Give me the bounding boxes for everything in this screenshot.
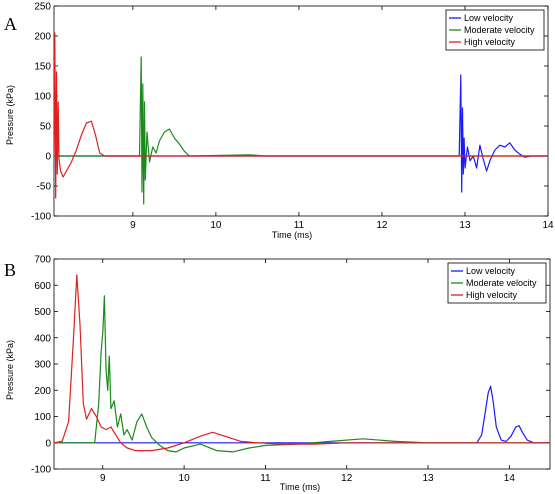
y-tick-label: 200: [34, 32, 51, 43]
y-tick-label: 150: [34, 62, 51, 73]
x-tick-label: 13: [422, 473, 434, 484]
series-lines: [54, 274, 550, 453]
y-axis-label-b: Pressure (kPa): [5, 340, 15, 400]
legend-label-moderate-b: Moderate velocity: [466, 278, 537, 288]
series-line-low-velocity: [54, 74, 548, 193]
x-axis-label-b: Time (ms): [280, 482, 320, 492]
series-line-moderate-velocity: [54, 295, 550, 453]
legend-box-b: [447, 262, 547, 304]
plot-area-b: -100 0 100 200 300 400 500 600 700 9 10 11 12 13 14: [31, 255, 551, 484]
y-tick-label: 0: [45, 438, 51, 449]
panel-letter-b: B: [4, 260, 16, 280]
x-tick-label: 11: [294, 220, 305, 231]
y-tick-label: 200: [34, 386, 51, 397]
panel-letter-a: A: [4, 14, 17, 34]
y-tick-label: 100: [34, 412, 51, 423]
legend-a: Low velocity Moderate velocity High velo…: [445, 9, 545, 51]
x-tick-label: 12: [376, 220, 388, 231]
legend-label-low-a: Low velocity: [464, 13, 514, 23]
x-tick-label: 12: [341, 473, 353, 484]
y-tick-label: 400: [34, 333, 51, 344]
x-tick-label: 11: [260, 473, 271, 484]
legend-label-high-b: High velocity: [466, 290, 518, 300]
panel-a: A -100 -50 0 50 100 150 200 250 9 10 11 12 13 14 Time…: [4, 2, 554, 241]
y-tick-label: 0: [45, 152, 51, 163]
legend-label-high-a: High velocity: [464, 37, 516, 47]
legend-label-low-b: Low velocity: [466, 266, 516, 276]
x-tick-label: 10: [210, 220, 222, 231]
x-tick-label: 9: [130, 220, 136, 231]
y-tick-label: -100: [31, 212, 51, 223]
y-tick-label: -50: [37, 182, 52, 193]
x-tick-label: 14: [542, 220, 554, 231]
x-tick-label: 9: [100, 473, 106, 484]
y-tick-label: 500: [34, 307, 51, 318]
y-tick-label: 300: [34, 360, 51, 371]
series-line-low-velocity: [54, 385, 550, 444]
y-tick-label: 250: [34, 2, 51, 13]
y-axis-label-a: Pressure (kPa): [5, 85, 15, 145]
legend-label-moderate-a: Moderate velocity: [464, 25, 535, 35]
y-tick-label: 600: [34, 281, 51, 292]
x-tick-label: 14: [504, 473, 516, 484]
series-line-high-velocity: [54, 274, 550, 452]
y-tick-label: -100: [31, 465, 51, 476]
y-tick-label: 100: [34, 92, 51, 103]
series-lines: [54, 32, 548, 205]
plot-area-a: -100 -50 0 50 100 150 200 250 9 10 11 12 13 14: [31, 2, 554, 232]
y-tick-label: 700: [34, 255, 51, 266]
x-tick-label: 13: [459, 220, 471, 231]
legend-box-a: [445, 9, 545, 51]
legend-b: Low velocity Moderate velocity High velo…: [447, 262, 547, 304]
x-tick-label: 10: [179, 473, 191, 484]
series-line-moderate-velocity: [54, 56, 548, 205]
series-line-high-velocity: [54, 32, 548, 199]
x-axis-label-a: Time (ms): [272, 230, 312, 240]
y-tick-label: 50: [40, 122, 52, 133]
